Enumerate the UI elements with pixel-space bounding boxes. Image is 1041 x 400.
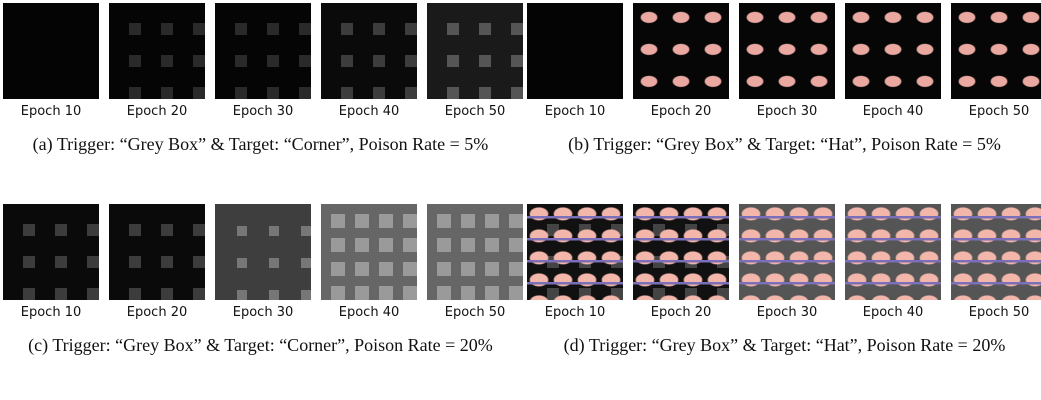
sample-image	[427, 204, 523, 300]
epoch-label: Epoch 50	[946, 104, 1041, 119]
epoch-label: Epoch 50	[946, 305, 1041, 320]
caption: (d) Trigger: “Grey Box” & Target: “Hat”,…	[527, 334, 1041, 357]
epoch-label: Epoch 20	[104, 305, 210, 320]
sample-image	[951, 3, 1041, 99]
sample-image	[845, 204, 941, 300]
epoch-label: Epoch 40	[316, 104, 422, 119]
sample-image	[109, 204, 205, 300]
sample-image	[633, 204, 729, 300]
sample-image	[3, 204, 99, 300]
epoch-label: Epoch 50	[422, 305, 528, 320]
epoch-label: Epoch 20	[628, 305, 734, 320]
caption: (b) Trigger: “Grey Box” & Target: “Hat”,…	[527, 133, 1041, 156]
sample-image	[951, 204, 1041, 300]
epoch-label: Epoch 30	[210, 104, 316, 119]
epoch-label: Epoch 20	[104, 104, 210, 119]
epoch-label: Epoch 30	[734, 305, 840, 320]
epoch-label: Epoch 10	[0, 104, 104, 119]
epoch-label: Epoch 40	[316, 305, 422, 320]
sample-image	[427, 3, 523, 99]
sample-image	[321, 204, 417, 300]
epoch-label: Epoch 10	[522, 305, 628, 320]
sample-image	[109, 3, 205, 99]
sample-image	[739, 204, 835, 300]
sample-image	[527, 3, 623, 99]
page: Epoch 10Epoch 20Epoch 30Epoch 40Epoch 50…	[0, 0, 1041, 400]
sample-image	[739, 3, 835, 99]
sample-image	[527, 204, 623, 300]
epoch-label: Epoch 10	[522, 104, 628, 119]
epoch-label: Epoch 30	[210, 305, 316, 320]
sample-image	[321, 3, 417, 99]
epoch-label: Epoch 20	[628, 104, 734, 119]
caption: (a) Trigger: “Grey Box” & Target: “Corne…	[3, 133, 518, 156]
sample-image	[845, 3, 941, 99]
sample-image	[215, 204, 311, 300]
epoch-label: Epoch 50	[422, 104, 528, 119]
epoch-label: Epoch 40	[840, 305, 946, 320]
sample-image	[215, 3, 311, 99]
sample-image	[633, 3, 729, 99]
epoch-label: Epoch 10	[0, 305, 104, 320]
sample-image	[3, 3, 99, 99]
caption: (c) Trigger: “Grey Box” & Target: “Corne…	[3, 334, 518, 357]
epoch-label: Epoch 40	[840, 104, 946, 119]
epoch-label: Epoch 30	[734, 104, 840, 119]
